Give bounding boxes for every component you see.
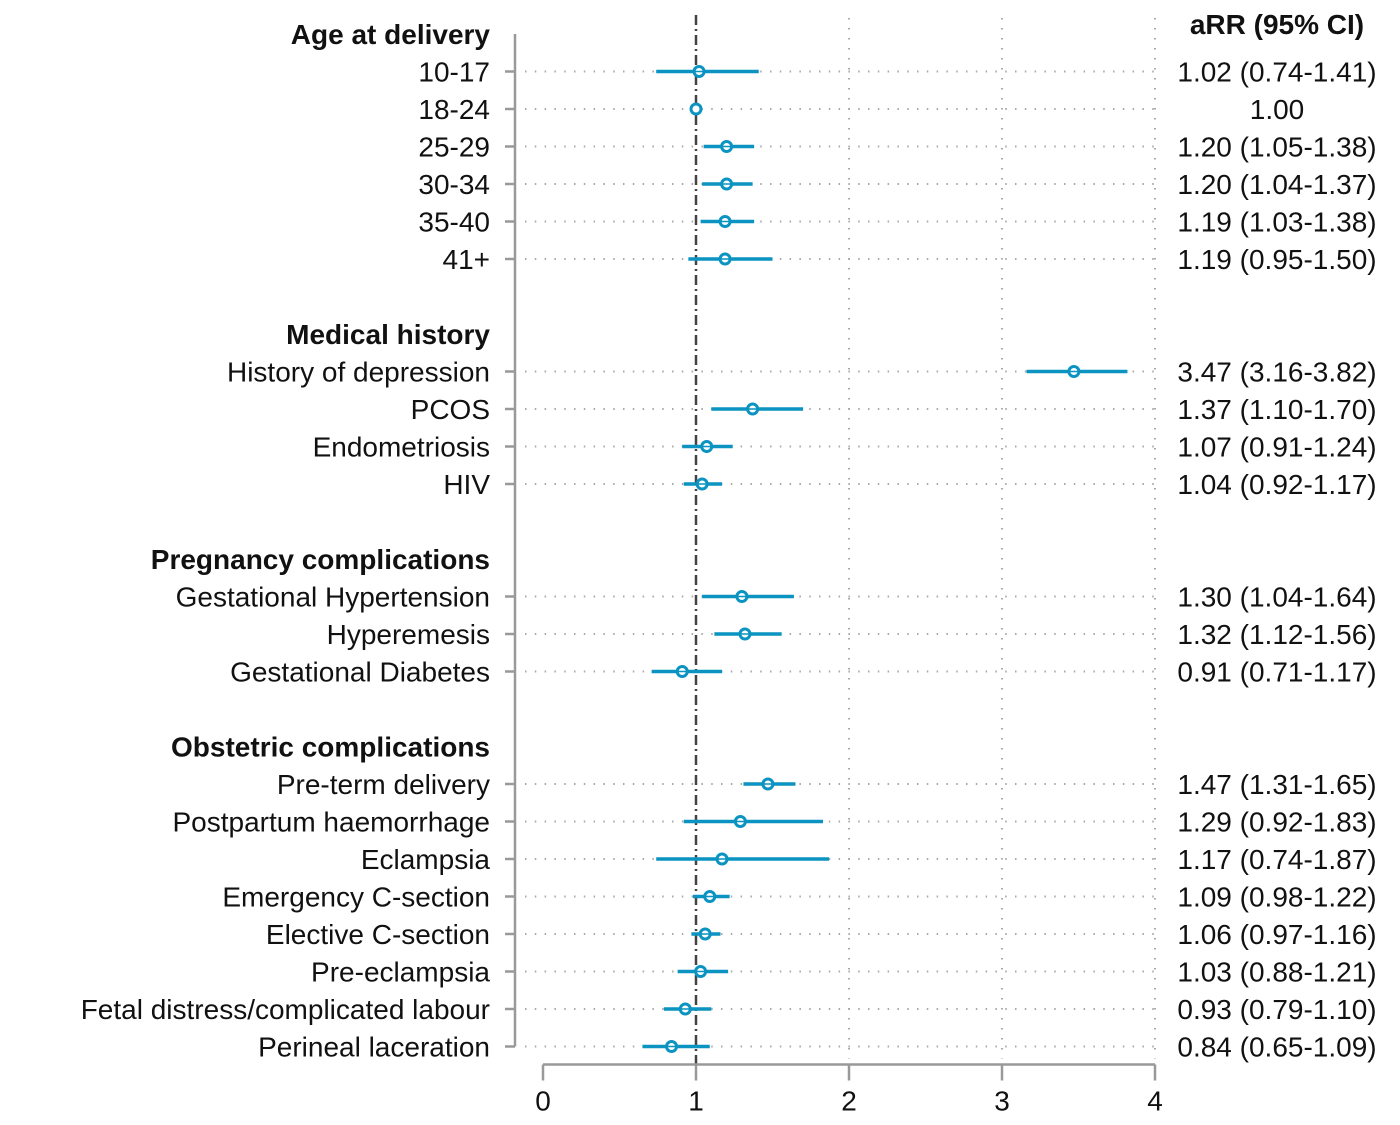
estimate-text: 1.32 (1.12-1.56) <box>1177 619 1376 650</box>
rows: Age at delivery 10-17 1.02 (0.74-1.41) 18-2… <box>81 19 1377 1063</box>
row-label: PCOS <box>411 394 490 425</box>
row-label: 10-17 <box>418 57 490 88</box>
estimate-text: 3.47 (3.16-3.82) <box>1177 357 1376 388</box>
estimate-text: 1.06 (0.97-1.16) <box>1177 919 1376 950</box>
row-label: 35-40 <box>418 207 490 238</box>
x-tick-label: 3 <box>994 1086 1010 1117</box>
estimate-text: 1.19 (1.03-1.38) <box>1177 207 1376 238</box>
group-header: Age at delivery <box>291 19 491 50</box>
row-label: Fetal distress/complicated labour <box>81 994 490 1025</box>
estimate-text: 1.03 (0.88-1.21) <box>1177 957 1376 988</box>
axes: 0 1 2 3 4 <box>505 34 1163 1117</box>
x-tick-label: 2 <box>841 1086 857 1117</box>
row-label: History of depression <box>227 357 490 388</box>
estimate-text: 1.20 (1.04-1.37) <box>1177 169 1376 200</box>
x-tick-label: 4 <box>1147 1086 1163 1117</box>
row-label: Endometriosis <box>313 432 490 463</box>
gridlines <box>525 18 1156 1059</box>
estimate-text: 1.17 (0.74-1.87) <box>1177 844 1376 875</box>
estimate-text: 1.09 (0.98-1.22) <box>1177 882 1376 913</box>
estimate-text: 1.29 (0.92-1.83) <box>1177 807 1376 838</box>
row-label: HIV <box>443 469 490 500</box>
group-header: Medical history <box>286 319 490 350</box>
row-label: Pre-term delivery <box>277 769 490 800</box>
group-header: Pregnancy complications <box>151 544 490 575</box>
estimate-text: 0.91 (0.71-1.17) <box>1177 657 1376 688</box>
column-header: aRR (95% CI) <box>1190 9 1364 40</box>
row-label: Postpartum haemorrhage <box>172 807 490 838</box>
x-tick-label: 0 <box>535 1086 551 1117</box>
row-label: Emergency C-section <box>222 882 490 913</box>
estimate-text: 1.04 (0.92-1.17) <box>1177 469 1376 500</box>
row-label: 18-24 <box>418 94 490 125</box>
point-estimate <box>689 102 703 116</box>
estimate-text: 1.37 (1.10-1.70) <box>1177 394 1376 425</box>
estimate-text: 0.84 (0.65-1.09) <box>1177 1032 1376 1063</box>
estimate-text: 1.47 (1.31-1.65) <box>1177 769 1376 800</box>
row-label: Eclampsia <box>361 844 491 875</box>
estimate-text: 1.02 (0.74-1.41) <box>1177 57 1376 88</box>
row-label: Hyperemesis <box>327 619 490 650</box>
estimate-text: 0.93 (0.79-1.10) <box>1177 994 1376 1025</box>
group-header: Obstetric complications <box>171 732 490 763</box>
row-label: Gestational Diabetes <box>230 657 490 688</box>
estimate-text: 1.19 (0.95-1.50) <box>1177 244 1376 275</box>
row-label: Pre-eclampsia <box>311 957 490 988</box>
estimate-text: 1.20 (1.05-1.38) <box>1177 132 1376 163</box>
row-label: Gestational Hypertension <box>176 582 490 613</box>
row-label: 25-29 <box>418 132 490 163</box>
row-label: Elective C-section <box>266 919 490 950</box>
row-label: Perineal laceration <box>258 1032 490 1063</box>
estimate-text: 1.07 (0.91-1.24) <box>1177 432 1376 463</box>
x-tick-label: 1 <box>688 1086 704 1117</box>
estimate-text: 1.30 (1.04-1.64) <box>1177 582 1376 613</box>
estimate-text: 1.00 <box>1250 94 1305 125</box>
row-label: 30-34 <box>418 169 490 200</box>
row-label: 41+ <box>443 244 491 275</box>
